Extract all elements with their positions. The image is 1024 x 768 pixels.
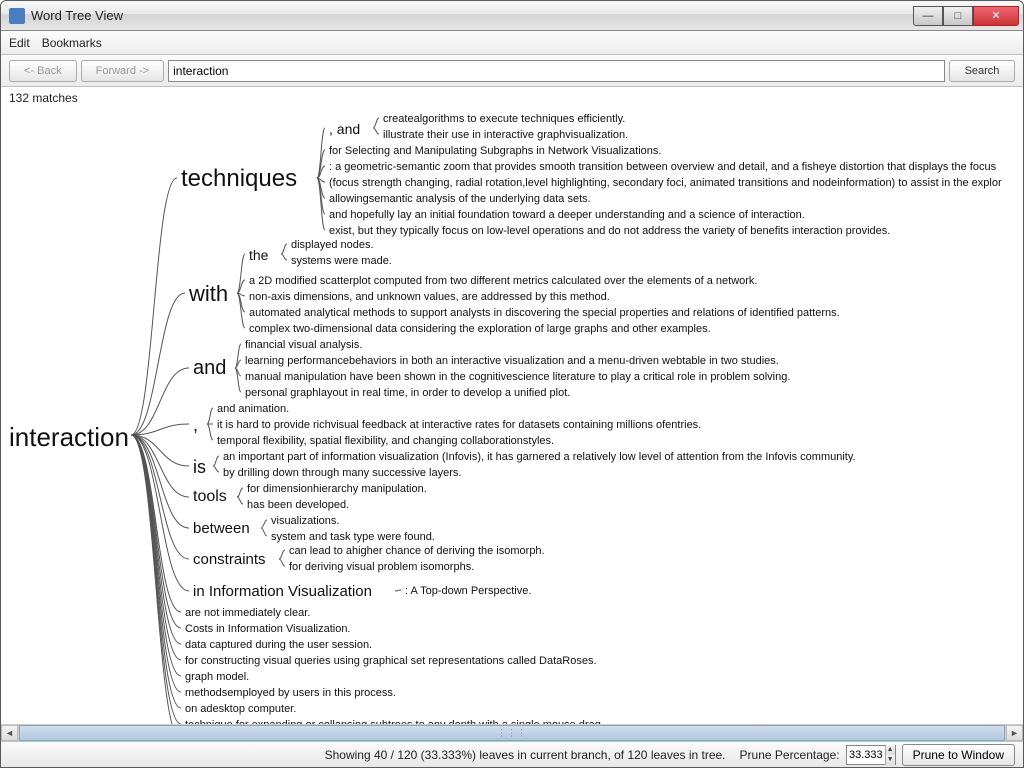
tree-leaf[interactable]: system and task type were found. bbox=[271, 531, 435, 543]
tree-leaf[interactable]: has been developed. bbox=[247, 499, 349, 511]
tree-leaf[interactable]: personal graphlayout in real time, in or… bbox=[245, 387, 570, 399]
tree-branch[interactable]: between bbox=[193, 520, 250, 537]
tree-leaf[interactable]: displayed nodes. bbox=[291, 239, 374, 251]
horizontal-scrollbar[interactable]: ◄ ⋮⋮⋮ ► bbox=[1, 724, 1023, 741]
tree-leaf[interactable]: allowingsemantic analysis of the underly… bbox=[329, 193, 591, 205]
statusbar: Showing 40 / 120 (33.333%) leaves in cur… bbox=[1, 741, 1023, 767]
menu-bookmarks[interactable]: Bookmarks bbox=[42, 36, 102, 50]
tree-leaf[interactable]: for deriving visual problem isomorphs. bbox=[289, 561, 474, 573]
tree-leaf[interactable]: illustrate their use in interactive grap… bbox=[383, 129, 628, 141]
tree-leaf[interactable]: graph model. bbox=[185, 671, 249, 683]
app-icon bbox=[9, 8, 25, 24]
tree-leaf[interactable]: complex two-dimensional data considering… bbox=[249, 323, 711, 335]
tree-leaf[interactable]: temporal flexibility, spatial flexibilit… bbox=[217, 435, 554, 447]
scroll-left-arrow[interactable]: ◄ bbox=[1, 725, 18, 741]
tree-branch[interactable]: in Information Visualization bbox=[193, 583, 372, 600]
window-controls: — □ ✕ bbox=[913, 6, 1019, 26]
tree-leaf[interactable]: automated analytical methods to support … bbox=[249, 307, 840, 319]
tree-leaf[interactable]: for Selecting and Manipulating Subgraphs… bbox=[329, 145, 661, 157]
tree-branch[interactable]: , and bbox=[329, 121, 360, 137]
match-count: 132 matches bbox=[1, 87, 1023, 105]
tree-branch[interactable]: , bbox=[193, 415, 198, 436]
tree-leaf[interactable]: : A Top-down Perspective. bbox=[405, 585, 531, 597]
tree-leaf[interactable]: for constructing visual queries using gr… bbox=[185, 655, 597, 667]
tree-branch[interactable]: is bbox=[193, 457, 206, 478]
scroll-right-arrow[interactable]: ► bbox=[1006, 725, 1023, 741]
tree-leaf[interactable]: createalgorithms to execute techniques e… bbox=[383, 113, 625, 125]
tree-leaf[interactable]: are not immediately clear. bbox=[185, 607, 310, 619]
close-button[interactable]: ✕ bbox=[973, 6, 1019, 26]
tree-branch[interactable]: with bbox=[189, 281, 228, 307]
prune-to-window-button[interactable]: Prune to Window bbox=[902, 744, 1015, 766]
tree-leaf[interactable]: non-axis dimensions, and unknown values,… bbox=[249, 291, 610, 303]
app-window: Word Tree View — □ ✕ Edit Bookmarks <- B… bbox=[0, 0, 1024, 768]
spinner-up[interactable]: ▲ bbox=[886, 745, 895, 755]
window-title: Word Tree View bbox=[29, 8, 913, 23]
tree-leaf[interactable]: and hopefully lay an initial foundation … bbox=[329, 209, 805, 221]
toolbar: <- Back Forward -> Search bbox=[1, 55, 1023, 87]
tree-branch[interactable]: techniques bbox=[181, 165, 297, 193]
scroll-thumb[interactable]: ⋮⋮⋮ bbox=[19, 725, 1005, 741]
tree-leaf[interactable]: by drilling down through many successive… bbox=[223, 467, 461, 479]
tree-leaf[interactable]: systems were made. bbox=[291, 255, 392, 267]
tree-leaf[interactable]: can lead to ahigher chance of deriving t… bbox=[289, 545, 545, 557]
status-text: Showing 40 / 120 (33.333%) leaves in cur… bbox=[325, 748, 726, 762]
tree-leaf[interactable]: for dimensionhierarchy manipulation. bbox=[247, 483, 427, 495]
tree-leaf[interactable]: technique for expanding or collapsing su… bbox=[185, 719, 604, 724]
tree-branch[interactable]: tools bbox=[193, 488, 227, 506]
tree-leaf[interactable]: : a geometric-semantic zoom that provide… bbox=[329, 161, 996, 173]
tree-leaf[interactable]: learning performancebehaviors in both an… bbox=[245, 355, 779, 367]
tree-leaf[interactable]: (focus strength changing, radial rotatio… bbox=[329, 177, 1002, 189]
tree-leaf[interactable]: exist, but they typically focus on low-l… bbox=[329, 225, 890, 237]
menu-edit[interactable]: Edit bbox=[9, 36, 30, 50]
tree-leaf[interactable]: an important part of information visuali… bbox=[223, 451, 856, 463]
tree-leaf[interactable]: methodsemployed by users in this process… bbox=[185, 687, 396, 699]
tree-root[interactable]: interaction bbox=[9, 422, 129, 453]
titlebar[interactable]: Word Tree View — □ ✕ bbox=[1, 1, 1023, 31]
forward-button[interactable]: Forward -> bbox=[81, 60, 165, 82]
tree-branch[interactable]: the bbox=[249, 247, 268, 263]
maximize-button[interactable]: □ bbox=[943, 6, 973, 26]
word-tree-canvas[interactable]: interactiontechniques, andcreatealgorith… bbox=[1, 105, 1023, 724]
prune-percentage-input[interactable] bbox=[847, 749, 885, 761]
minimize-button[interactable]: — bbox=[913, 6, 943, 26]
tree-leaf[interactable]: financial visual analysis. bbox=[245, 339, 362, 351]
tree-branch[interactable]: and bbox=[193, 357, 226, 380]
search-button[interactable]: Search bbox=[949, 60, 1015, 82]
tree-leaf[interactable]: it is hard to provide richvisual feedbac… bbox=[217, 419, 701, 431]
search-input[interactable] bbox=[168, 60, 945, 82]
tree-leaf[interactable]: a 2D modified scatterplot computed from … bbox=[249, 275, 757, 287]
tree-branch[interactable]: constraints bbox=[193, 551, 266, 568]
tree-leaf[interactable]: and animation. bbox=[217, 403, 289, 415]
tree-leaf[interactable]: visualizations. bbox=[271, 515, 339, 527]
prune-percentage-spinner[interactable]: ▲ ▼ bbox=[846, 745, 896, 765]
tree-leaf[interactable]: manual manipulation have been shown in t… bbox=[245, 371, 790, 383]
scroll-track[interactable]: ⋮⋮⋮ bbox=[18, 725, 1006, 741]
tree-leaf[interactable]: Costs in Information Visualization. bbox=[185, 623, 351, 635]
back-button[interactable]: <- Back bbox=[9, 60, 77, 82]
spinner-down[interactable]: ▼ bbox=[886, 755, 895, 765]
tree-leaf[interactable]: on adesktop computer. bbox=[185, 703, 296, 715]
tree-leaf[interactable]: data captured during the user session. bbox=[185, 639, 372, 651]
menubar: Edit Bookmarks bbox=[1, 31, 1023, 55]
prune-label: Prune Percentage: bbox=[740, 748, 840, 762]
